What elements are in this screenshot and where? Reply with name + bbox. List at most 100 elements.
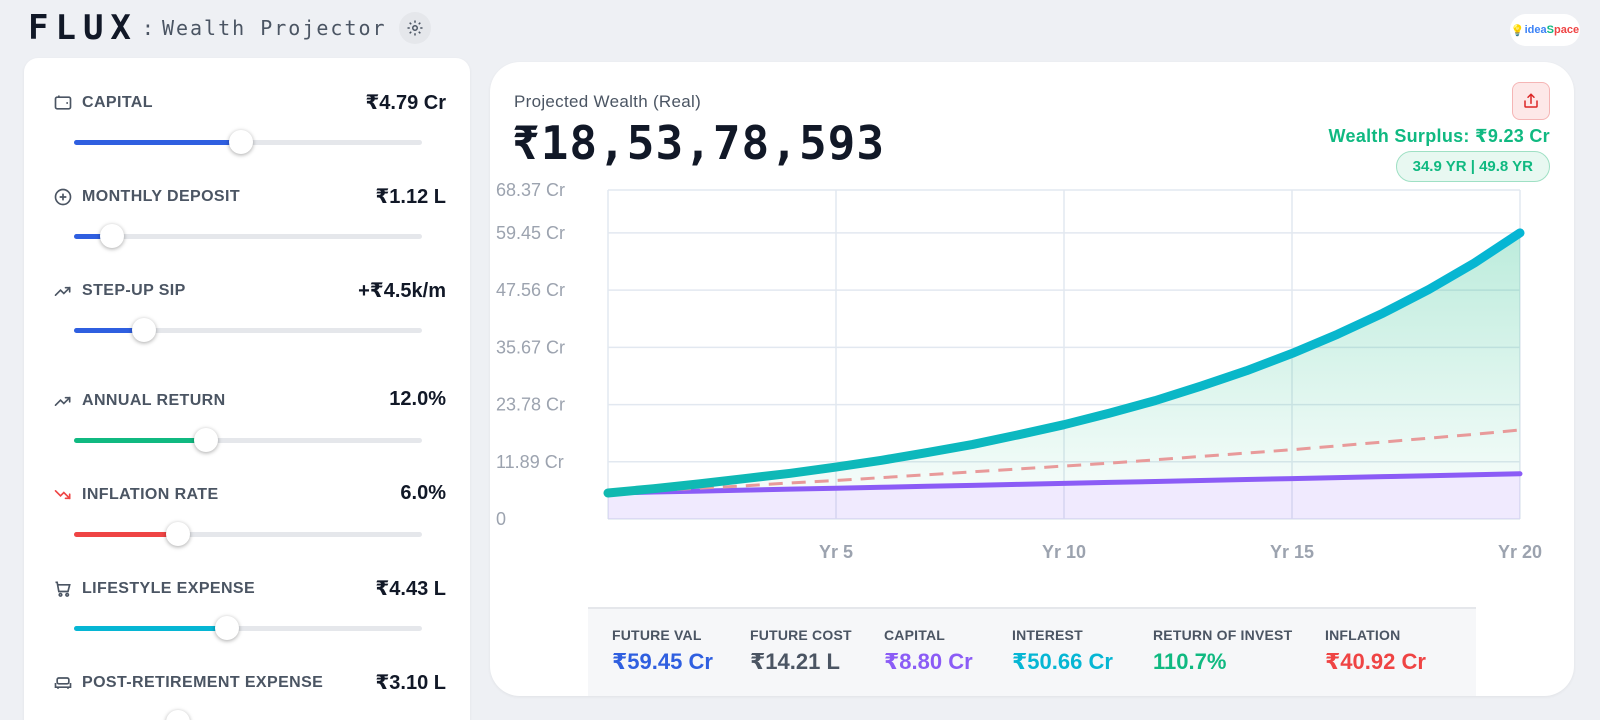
annual-return-value: 12.0% <box>389 388 446 410</box>
annual-return-label: ANNUAL RETURN <box>82 392 226 409</box>
x-tick-label: Yr 10 <box>1042 542 1086 562</box>
stat-capital: CAPITAL ₹8.80 Cr <box>884 627 973 675</box>
inflation-rate-slider[interactable] <box>74 522 422 546</box>
wealth-area <box>608 232 1520 494</box>
wealth-chart: 0 11.89 Cr 23.78 Cr 35.67 Cr 47.56 Cr 59.45 C… <box>496 180 1542 562</box>
step-up-sip-slider[interactable] <box>74 318 422 342</box>
stat-value: ₹8.80 Cr <box>884 649 973 674</box>
slider-thumb[interactable] <box>229 130 254 154</box>
title-separator: : <box>141 16 156 40</box>
control-capital: CAPITAL ₹4.79 Cr <box>24 70 470 166</box>
slider-thumb[interactable] <box>131 318 156 342</box>
slider-thumb[interactable] <box>100 224 125 248</box>
x-tick-label: Yr 5 <box>819 542 853 562</box>
control-monthly-deposit: MONTHLY DEPOSIT ₹1.12 L <box>24 164 470 260</box>
y-tick-label: 59.45 Cr <box>496 223 565 243</box>
monthly-deposit-label: MONTHLY DEPOSIT <box>82 188 241 205</box>
control-lifestyle-expense: LIFESTYLE EXPENSE ₹4.43 L <box>24 556 470 652</box>
capital-label: CAPITAL <box>82 94 153 111</box>
x-tick-label: Yr 20 <box>1498 542 1542 562</box>
inflation-rate-value: 6.0% <box>400 482 446 504</box>
capital-value: ₹4.79 Cr <box>365 92 446 114</box>
capital-line <box>605 471 1523 496</box>
y-tick-label: 23.78 Cr <box>496 395 565 415</box>
capital-area <box>608 473 1520 519</box>
control-annual-return: ANNUAL RETURN 12.0% <box>24 368 470 464</box>
cost-line <box>607 428 1521 495</box>
stat-label: INTEREST <box>1012 627 1083 643</box>
projected-wealth-label: Projected Wealth (Real) <box>514 92 702 111</box>
y-tick-label: 35.67 Cr <box>496 337 565 357</box>
slider-fill <box>74 140 242 145</box>
control-post-retirement-expense: POST-RETIREMENT EXPENSE ₹3.10 L <box>24 650 470 720</box>
plus-circle-icon <box>52 186 74 208</box>
slider-fill <box>74 234 113 239</box>
lifestyle-expense-value: ₹4.43 L <box>375 578 446 600</box>
y-tick-label: 68.37 Cr <box>496 180 565 200</box>
annual-return-slider[interactable] <box>74 428 422 452</box>
capital-slider[interactable] <box>74 130 422 154</box>
stat-label: FUTURE COST <box>750 627 852 643</box>
step-up-sip-value: +₹4.5k/m <box>358 280 446 302</box>
wallet-icon <box>52 92 74 114</box>
stat-label: RETURN OF INVEST <box>1153 627 1293 643</box>
app-header: FLUX : Wealth Projector <box>28 8 431 48</box>
cart-icon <box>52 578 74 600</box>
slider-thumb[interactable] <box>215 616 240 640</box>
stat-return-of-invest: RETURN OF INVEST 110.7% <box>1153 627 1292 675</box>
y-tick-label: 0 <box>496 509 506 529</box>
app-subtitle: Wealth Projector <box>161 16 387 40</box>
controls-panel: CAPITAL ₹4.79 Cr MONTHLY DEPOSIT ₹1.12 L STE… <box>24 58 470 720</box>
control-inflation-rate: INFLATION RATE 6.0% <box>24 462 470 558</box>
partner-logo: 💡 idea S pace <box>1510 14 1580 46</box>
projection-card: Projected Wealth (Real) ₹18,53,78,593 We… <box>490 62 1574 696</box>
years-badge: 34.9 YR | 49.8 YR <box>1395 151 1550 182</box>
slider-thumb[interactable] <box>166 522 191 546</box>
stat-value: ₹14.21 L <box>750 649 840 674</box>
trending-up-icon <box>52 390 74 412</box>
share-icon <box>1524 93 1538 108</box>
x-tick-label: Yr 15 <box>1270 542 1314 562</box>
settings-button[interactable] <box>398 12 431 44</box>
stat-inflation: INFLATION ₹40.92 Cr <box>1325 627 1426 675</box>
partner-logo-part2: S <box>1546 24 1554 36</box>
stat-value: ₹40.92 Cr <box>1325 649 1426 674</box>
stat-future-val: FUTURE VAL ₹59.45 Cr <box>612 627 713 675</box>
stat-label: CAPITAL <box>884 627 946 643</box>
trending-up-icon <box>52 280 74 302</box>
share-button[interactable] <box>1512 82 1550 120</box>
control-step-up-sip: STEP-UP SIP +₹4.5k/m <box>24 258 470 354</box>
stat-label: INFLATION <box>1325 627 1401 643</box>
slider-fill <box>74 328 144 333</box>
stat-interest: INTEREST ₹50.66 Cr <box>1012 627 1113 675</box>
slider-thumb[interactable] <box>166 710 191 720</box>
slider-fill <box>74 532 179 537</box>
stat-value: ₹59.45 Cr <box>612 649 713 674</box>
stat-future-cost: FUTURE COST ₹14.21 L <box>750 627 852 675</box>
post-retirement-expense-value: ₹3.10 L <box>375 672 446 694</box>
wealth-surplus: Wealth Surplus: ₹9.23 Cr <box>1328 126 1550 146</box>
slider-fill <box>74 438 207 443</box>
monthly-deposit-slider[interactable] <box>74 224 422 248</box>
y-tick-label: 11.89 Cr <box>496 452 564 472</box>
stat-label: FUTURE VAL <box>612 627 702 643</box>
post-retirement-expense-label: POST-RETIREMENT EXPENSE <box>82 674 324 691</box>
lifestyle-expense-slider[interactable] <box>74 616 422 640</box>
wealth-line <box>603 228 1525 498</box>
partner-logo-part1: idea <box>1524 24 1547 36</box>
slider-fill <box>74 626 228 631</box>
inflation-rate-label: INFLATION RATE <box>82 486 219 503</box>
stats-bar: FUTURE VAL ₹59.45 Cr FUTURE COST ₹14.21 L CA… <box>588 607 1476 696</box>
lifestyle-expense-label: LIFESTYLE EXPENSE <box>82 580 256 597</box>
step-up-sip-label: STEP-UP SIP <box>82 282 186 299</box>
gear-icon <box>407 20 423 36</box>
monthly-deposit-value: ₹1.12 L <box>375 186 446 208</box>
stat-value: ₹50.66 Cr <box>1012 649 1113 674</box>
slider-thumb[interactable] <box>194 428 219 452</box>
partner-logo-part3: pace <box>1553 24 1580 36</box>
sofa-icon <box>52 672 74 694</box>
y-tick-label: 47.56 Cr <box>496 280 565 300</box>
stat-value: 110.7% <box>1153 649 1227 674</box>
trending-down-icon <box>52 484 74 506</box>
app-logo: FLUX <box>28 8 138 48</box>
